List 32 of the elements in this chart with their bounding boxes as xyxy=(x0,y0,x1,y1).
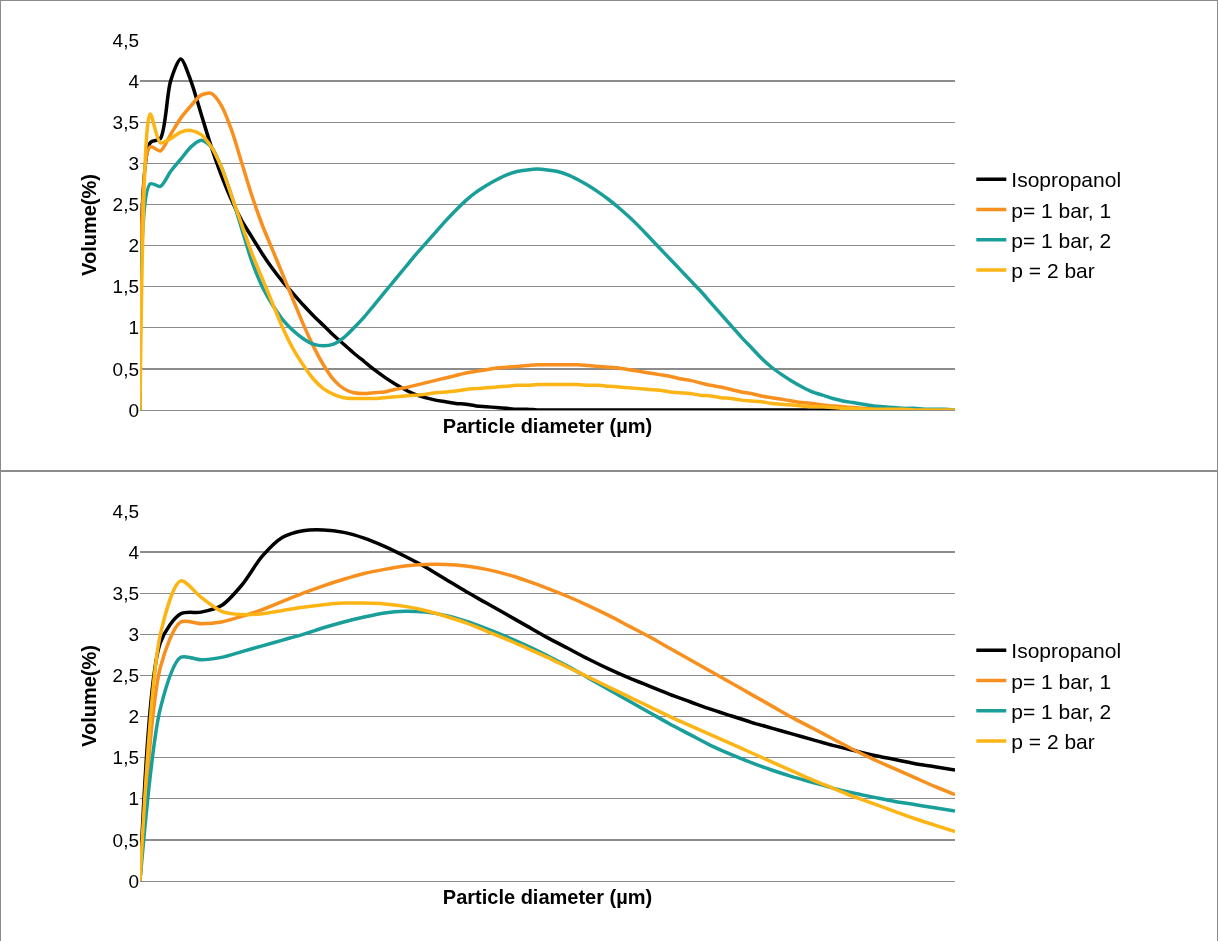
y-tick-label: 2,5 xyxy=(112,665,139,687)
legend-label: p = 2 bar xyxy=(1011,259,1095,283)
legend-label: p= 1 bar, 1 xyxy=(1011,669,1112,693)
legend-label: Isopropanol xyxy=(1011,639,1122,663)
y-axis-title: Volume(%) xyxy=(78,174,101,276)
y-tick-label: 2 xyxy=(128,235,139,257)
y-axis-title: Volume(%) xyxy=(78,645,101,747)
y-tick-label: 4 xyxy=(128,70,140,92)
legend-label: Isopropanol xyxy=(1011,168,1122,192)
x-axis-title: Particle diameter (µm) xyxy=(442,885,653,908)
y-tick-label: 4,5 xyxy=(112,29,139,51)
legend-label: p= 1 bar, 2 xyxy=(1011,228,1112,252)
y-tick-label: 3 xyxy=(128,152,139,174)
y-tick-label: 3,5 xyxy=(112,111,139,133)
legend-label: p = 2 bar xyxy=(1011,730,1095,754)
y-tick-label: 2,5 xyxy=(112,194,139,216)
y-tick-label: 1 xyxy=(128,788,139,810)
y-tick-label: 0 xyxy=(128,870,139,892)
x-axis-title: Particle diameter (µm) xyxy=(442,414,653,437)
y-tick-label: 3,5 xyxy=(112,582,139,604)
y-tick-label: 2 xyxy=(128,706,139,728)
legend-label: p= 1 bar, 1 xyxy=(1011,198,1112,222)
y-tick-label: 3 xyxy=(128,623,139,645)
y-tick-label: 4 xyxy=(128,541,140,563)
y-tick-label: 0 xyxy=(128,399,139,421)
y-tick-label: 1 xyxy=(128,317,139,339)
y-tick-label: 1,5 xyxy=(112,747,139,769)
y-tick-label: 0,5 xyxy=(112,829,139,851)
y-tick-label: 1,5 xyxy=(112,276,139,298)
legend-label: p= 1 bar, 2 xyxy=(1011,699,1112,723)
y-tick-label: 0,5 xyxy=(112,358,139,380)
y-tick-label: 4,5 xyxy=(112,500,139,522)
